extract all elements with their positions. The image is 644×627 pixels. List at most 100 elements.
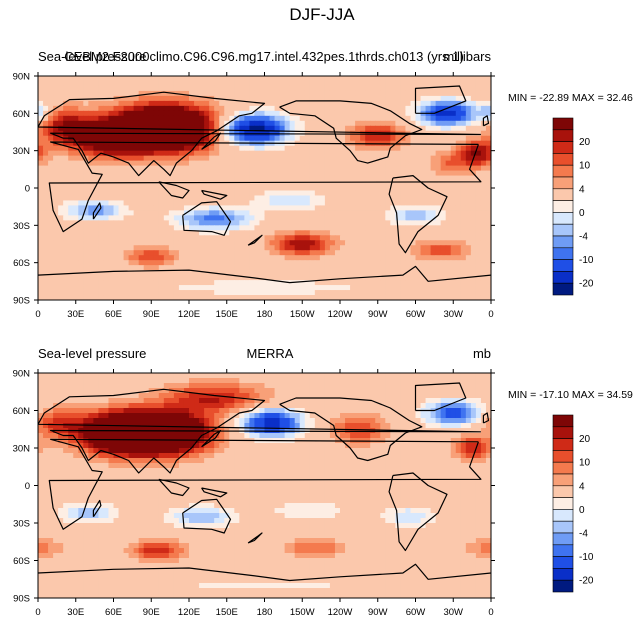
- field-cell: [108, 230, 115, 236]
- field-cell: [38, 125, 44, 132]
- field-cell: [194, 240, 200, 246]
- field-cell: [113, 220, 120, 226]
- field-cell: [123, 175, 130, 182]
- field-cell: [304, 393, 311, 399]
- field-cell: [465, 80, 472, 87]
- field-cell: [370, 215, 376, 221]
- field-cell: [199, 125, 205, 132]
- field-cell: [465, 230, 472, 236]
- field-cell: [440, 393, 447, 399]
- field-cell: [148, 85, 155, 92]
- field-cell: [143, 170, 150, 177]
- field-cell: [355, 195, 361, 202]
- field-cell: [199, 205, 205, 211]
- field-cell: [138, 383, 145, 389]
- field-cell: [88, 290, 94, 296]
- field-cell: [163, 100, 170, 107]
- field-cell: [420, 210, 427, 216]
- field-cell: [98, 190, 105, 197]
- field-cell: [48, 85, 54, 92]
- field-cell: [118, 90, 125, 97]
- field-cell: [173, 185, 180, 192]
- field-cell: [465, 260, 472, 266]
- field-cell: [294, 235, 301, 241]
- field-cell: [284, 190, 291, 197]
- field-cell: [445, 408, 452, 414]
- field-cell: [259, 80, 266, 87]
- field-cell: [360, 85, 366, 92]
- field-cell: [390, 220, 396, 226]
- field-cell: [460, 230, 467, 236]
- field-cell: [93, 120, 99, 127]
- field-cell: [470, 235, 477, 241]
- field-cell: [304, 160, 311, 167]
- field-cell: [183, 250, 190, 256]
- field-cell: [113, 195, 120, 202]
- field-cell: [480, 80, 487, 87]
- field-cell: [38, 120, 44, 127]
- field-cell: [400, 105, 407, 112]
- field-cell: [254, 155, 261, 162]
- field-cell: [83, 210, 89, 216]
- field-cell: [163, 280, 170, 286]
- field-cell: [334, 200, 341, 207]
- field-cell: [133, 290, 140, 296]
- field-cell: [123, 280, 130, 286]
- field-cell: [138, 275, 145, 281]
- field-cell: [455, 255, 462, 261]
- field-cell: [234, 90, 240, 97]
- field-cell: [68, 260, 74, 266]
- field-cell: [385, 408, 391, 414]
- field-cell: [73, 413, 79, 419]
- field-cell: [53, 195, 59, 202]
- field-cell: [360, 215, 366, 221]
- field-cell: [375, 90, 381, 97]
- field-cell: [189, 398, 195, 404]
- field-cell: [274, 170, 281, 177]
- pressure-field-bottom: [38, 373, 491, 598]
- field-cell: [365, 245, 371, 251]
- field-cell: [128, 105, 135, 112]
- field-cell: [355, 180, 361, 187]
- field-cell: [128, 403, 135, 409]
- field-cell: [324, 180, 331, 187]
- field-cell: [430, 185, 437, 192]
- field-cell: [314, 408, 321, 414]
- field-cell: [148, 255, 155, 261]
- field-cell: [103, 140, 110, 147]
- field-cell: [249, 95, 256, 102]
- field-cell: [153, 215, 160, 221]
- field-cell: [148, 105, 155, 112]
- field-cell: [279, 408, 286, 414]
- field-cell: [450, 135, 457, 142]
- field-cell: [229, 195, 235, 202]
- field-cell: [329, 165, 336, 172]
- field-cell: [224, 215, 230, 221]
- field-cell: [148, 230, 155, 236]
- field-cell: [299, 170, 306, 177]
- field-cell: [138, 135, 145, 142]
- field-cell: [73, 383, 79, 389]
- field-cell: [304, 245, 311, 251]
- field-cell: [450, 76, 457, 82]
- field-cell: [209, 190, 215, 197]
- field-cell: [375, 378, 381, 384]
- field-cell: [385, 398, 391, 404]
- field-cell: [239, 388, 245, 394]
- field-cell: [355, 135, 361, 142]
- field-cell: [244, 85, 250, 92]
- field-cell: [148, 155, 155, 162]
- field-cell: [345, 378, 351, 384]
- field-cell: [189, 280, 195, 286]
- field-cell: [299, 145, 306, 152]
- field-cell: [168, 190, 175, 197]
- field-cell: [370, 285, 376, 291]
- field-cell: [400, 170, 407, 177]
- field-cell: [204, 125, 210, 132]
- field-cell: [168, 76, 175, 82]
- field-cell: [264, 413, 271, 419]
- field-cell: [465, 130, 472, 137]
- field-cell: [390, 378, 396, 384]
- field-cell: [168, 125, 175, 132]
- field-cell: [178, 290, 185, 296]
